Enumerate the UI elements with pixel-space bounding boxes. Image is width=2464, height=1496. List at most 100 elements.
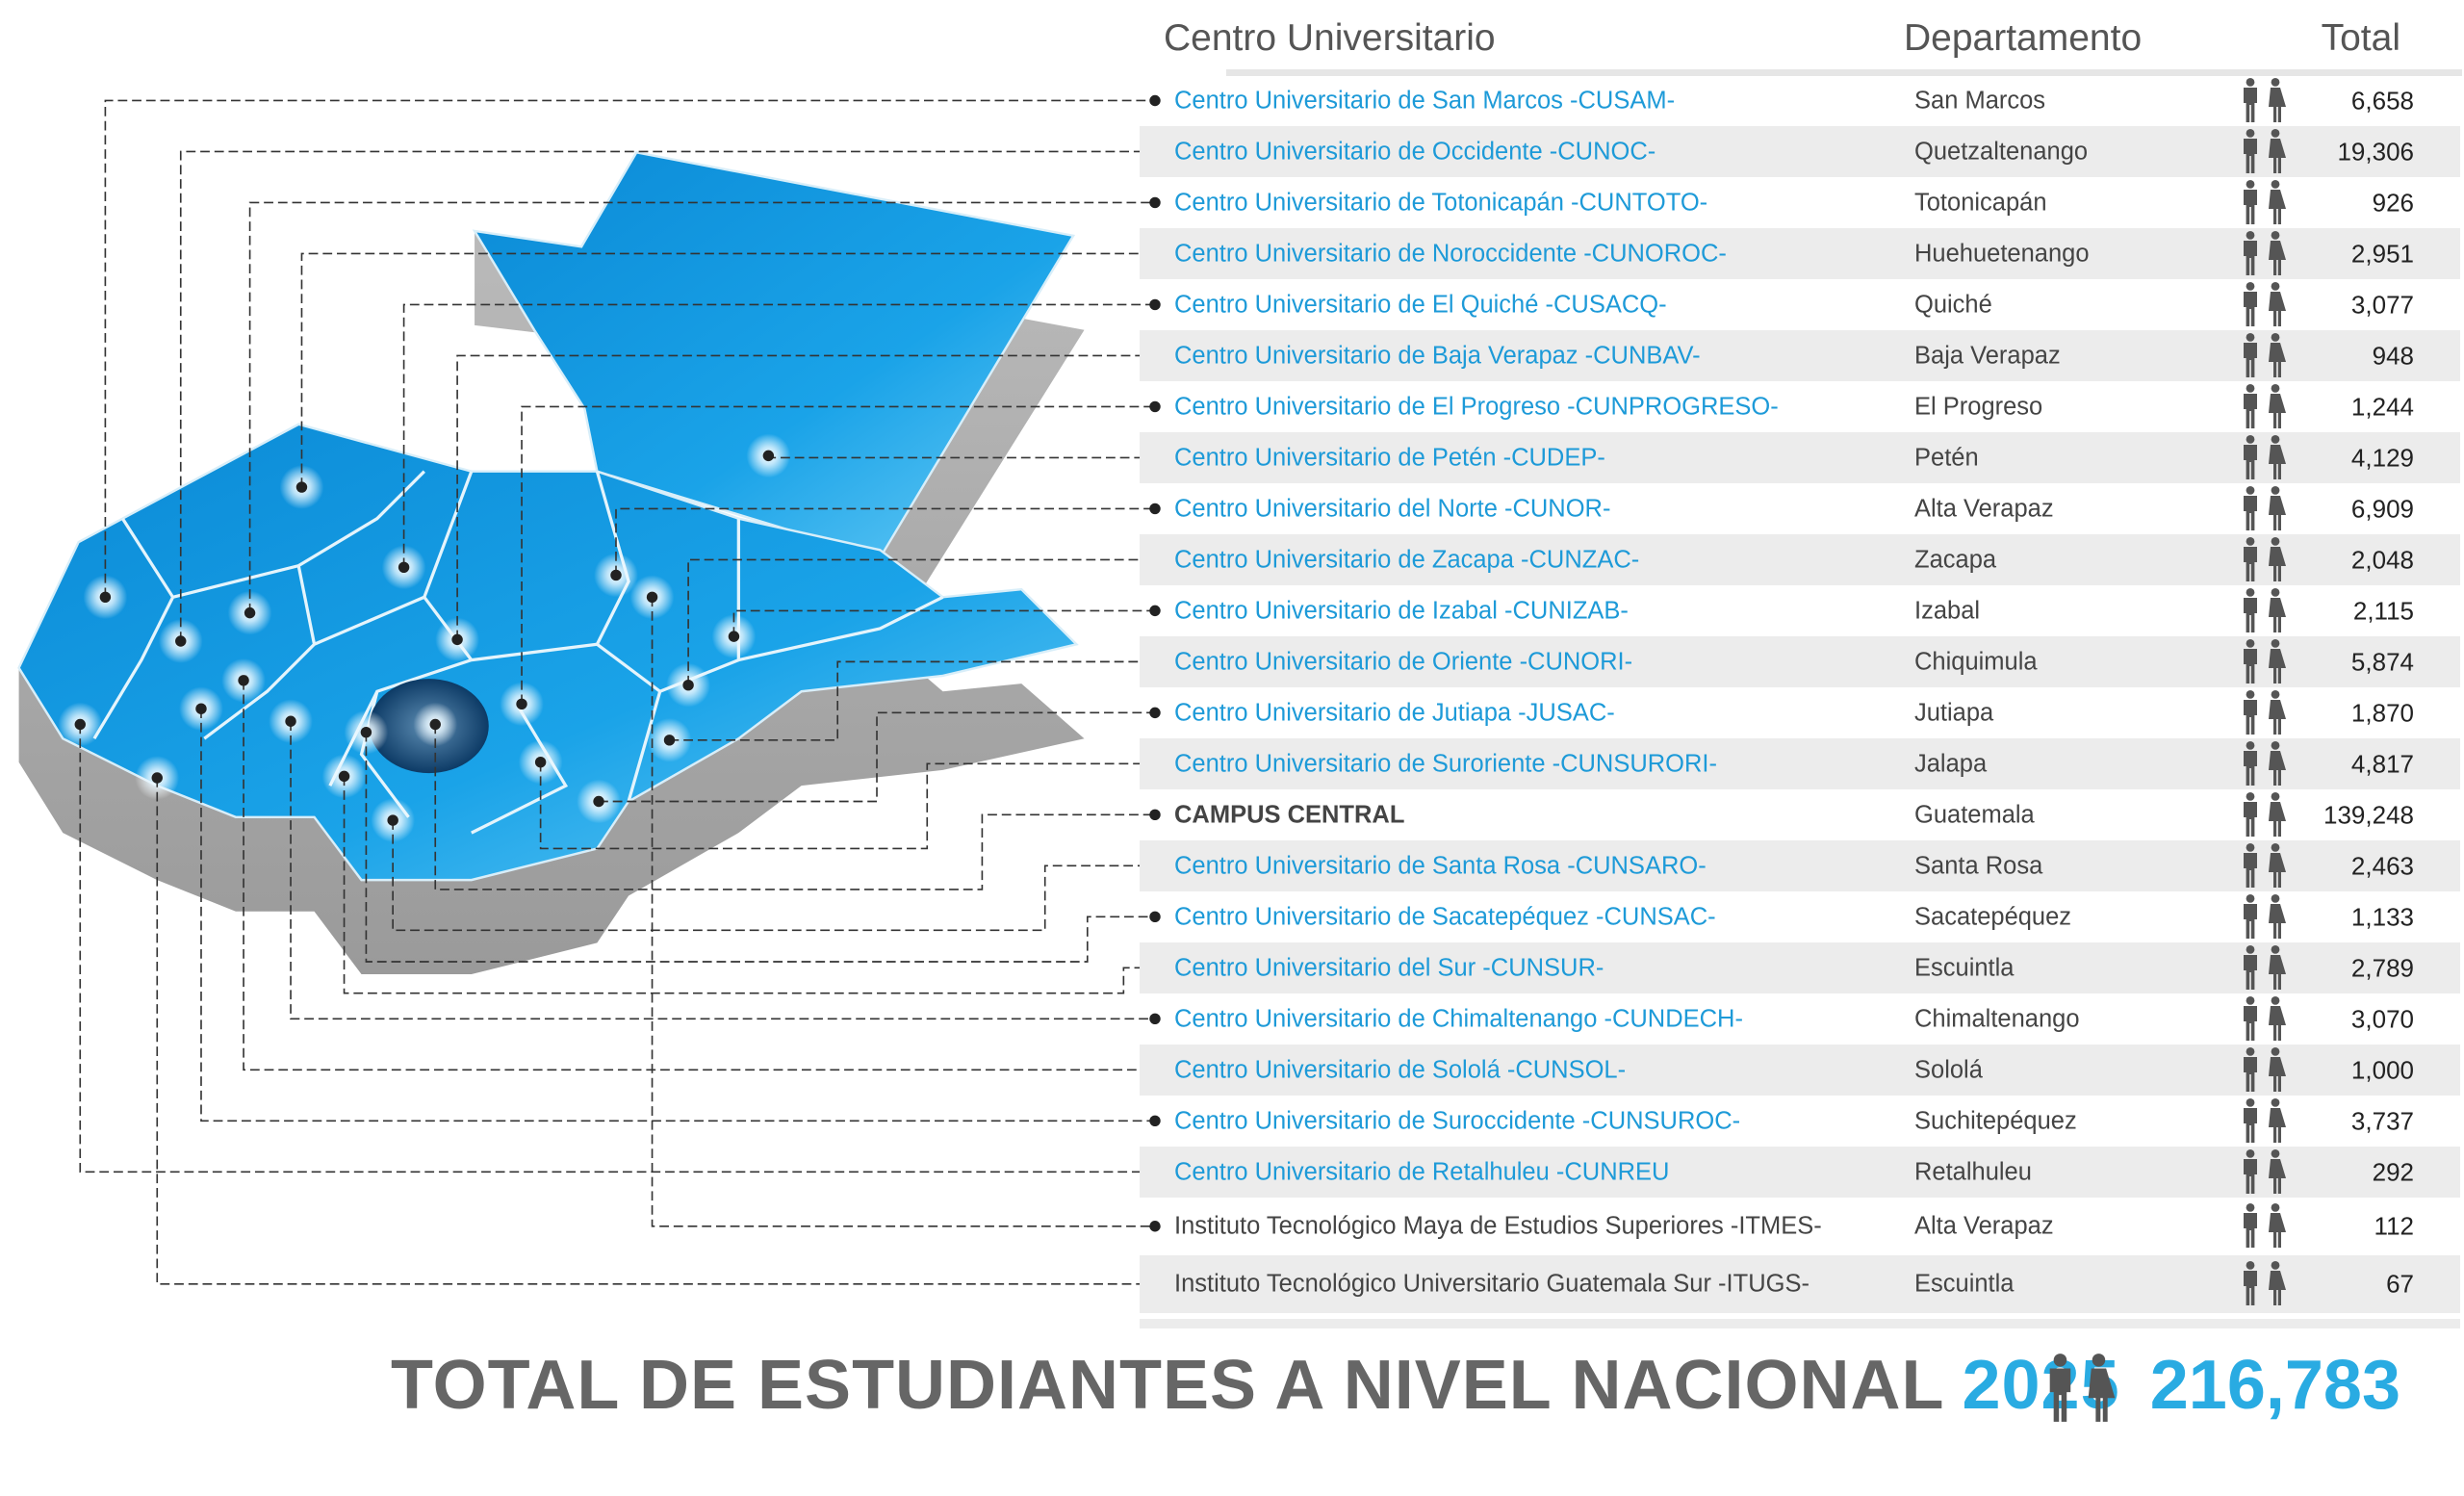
student-total: 3,737 [2350,1106,2414,1135]
location-dot [610,569,622,581]
leader-line [300,252,1155,488]
department: Chiquimula [1914,648,2038,675]
location-glow [647,717,692,762]
student-total: 1,133 [2350,902,2414,931]
center-name[interactable]: Centro Universitario de Retalhuleu -CUNR… [1174,1158,1670,1185]
center-name[interactable]: Centro Universitario de Zacapa -CUNZAC- [1174,546,1640,573]
department: Escuintla [1914,954,2015,981]
center-name[interactable]: Centro Universitario de El Quiché -CUSAC… [1174,291,1667,318]
center-name[interactable]: Centro Universitario de Suroccidente -CU… [1174,1107,1741,1134]
man-woman-icon [2244,179,2286,224]
department: Suchitepéquez [1914,1107,2077,1134]
location-dot [451,633,463,646]
location-dot [74,718,86,731]
man-woman-icon [2244,587,2286,632]
center-name[interactable]: Centro Universitario de Petén -CUDEP- [1174,444,1605,471]
location-glow [577,779,621,824]
man-woman-icon [2244,332,2286,377]
location-glow [158,619,203,663]
enrollment-table: Centro Universitario de San Marcos -CUSA… [1140,75,2460,1313]
center-name[interactable]: Centro Universitario de Sololá -CUNSOL- [1174,1056,1627,1083]
man-woman-icon [2244,944,2286,990]
location-glow [344,709,389,755]
location-dot [285,715,296,727]
location-dot [398,561,410,573]
location-glow [500,682,544,727]
department: Jutiapa [1914,699,1994,726]
leader-line [290,721,1155,1020]
man-woman-icon [2244,281,2286,326]
department: Santa Rosa [1914,852,2043,879]
center-name: CAMPUS CENTRAL [1174,801,1405,828]
department: Petén [1914,444,1979,471]
table-row: Centro Universitario del Norte -CUNOR- Al… [1140,483,2460,534]
leader-line [521,405,1155,705]
table-row: Centro Universitario de Suroccidente -CU… [1140,1096,2460,1147]
table-row: Centro Universitario de San Marcos -CUSA… [1140,75,2460,126]
location-dot [195,703,207,714]
location-glow [381,545,426,590]
department: Baja Verapaz [1914,342,2061,369]
location-dot [244,606,256,619]
location-dot [99,591,112,604]
location-glow [179,686,223,732]
location-glow [227,590,272,635]
department: Huehuetenango [1914,240,2090,267]
center-name[interactable]: Centro Universitario de Noroccidente -CU… [1174,240,1727,267]
student-total: 3,077 [2350,290,2414,319]
center-name[interactable]: Centro Universitario de Oriente -CUNORI- [1174,648,1633,675]
table-row: Centro Universitario de Sacatepéquez -CU… [1140,891,2460,942]
center-name[interactable]: Centro Universitario de Jutiapa -JUSAC- [1174,699,1615,726]
center-name[interactable]: Centro Universitario de Santa Rosa -CUNS… [1174,852,1707,879]
center-name[interactable]: Centro Universitario del Sur -CUNSUR- [1174,954,1604,981]
location-glow [435,617,479,662]
student-total: 112 [2374,1211,2414,1241]
center-name[interactable]: Centro Universitario de Occidente -CUNOC… [1174,138,1656,165]
footer-summary: TOTAL DE ESTUDIANTES A NIVEL NACIONAL 202… [391,1346,2120,1425]
table-row: Centro Universitario de El Quiché -CUSAC… [1140,279,2460,330]
student-total: 6,658 [2350,86,2414,115]
center-name[interactable]: Centro Universitario de Suroriente -CUNS… [1174,750,1718,777]
student-total: 4,129 [2350,443,2414,472]
center-name[interactable]: Centro Universitario del Norte -CUNOR- [1174,495,1611,522]
man-woman-icon [2244,893,2286,939]
leader-line [343,776,1155,994]
student-total: 6,909 [2350,494,2414,523]
department: Alta Verapaz [1914,495,2054,522]
guatemala-department-highlight [369,679,489,774]
center-name[interactable]: Centro Universitario de San Marcos -CUSA… [1174,87,1676,114]
student-total: 292 [2372,1157,2414,1186]
student-total: 2,789 [2350,953,2414,982]
center-name[interactable]: Centro Universitario de El Progreso -CUN… [1174,393,1779,420]
table-row: Centro Universitario de Zacapa -CUNZAC- Z… [1140,534,2460,585]
location-dot [295,481,308,493]
student-total: 5,874 [2350,647,2414,676]
department: Sololá [1914,1056,1983,1083]
student-total: 2,951 [2350,239,2414,268]
location-dot [151,772,163,784]
center-name[interactable]: Centro Universitario de Sacatepéquez -CU… [1174,903,1716,930]
center-name[interactable]: Centro Universitario de Totonicapán -CUN… [1174,189,1708,216]
map-surface [17,150,1079,882]
center-name[interactable]: Centro Universitario de Baja Verapaz -CU… [1174,342,1701,369]
location-dot [360,726,372,738]
man-woman-icon [2244,128,2286,173]
department: Zacapa [1914,546,1997,573]
center-name[interactable]: Centro Universitario de Chimaltenango -C… [1174,1005,1743,1032]
table-end-divider [1140,1319,2460,1328]
location-glow [221,658,266,703]
table-row: Centro Universitario de Retalhuleu -CUNR… [1140,1147,2460,1198]
man-woman-icon [2244,842,2286,888]
man-woman-icon [2244,1203,2286,1248]
student-total: 4,817 [2350,749,2414,778]
center-name[interactable]: Centro Universitario de Izabal -CUNIZAB- [1174,597,1629,624]
man-woman-icon [2244,434,2286,479]
location-dot [593,795,604,808]
department: Chimaltenango [1914,1005,2080,1032]
location-glow [666,662,710,708]
location-dot [175,635,187,647]
leader-line [732,609,1155,637]
header-divider [1226,69,2462,76]
location-glow [135,756,180,800]
table-row: Centro Universitario de Izabal -CUNIZAB-… [1140,585,2460,636]
